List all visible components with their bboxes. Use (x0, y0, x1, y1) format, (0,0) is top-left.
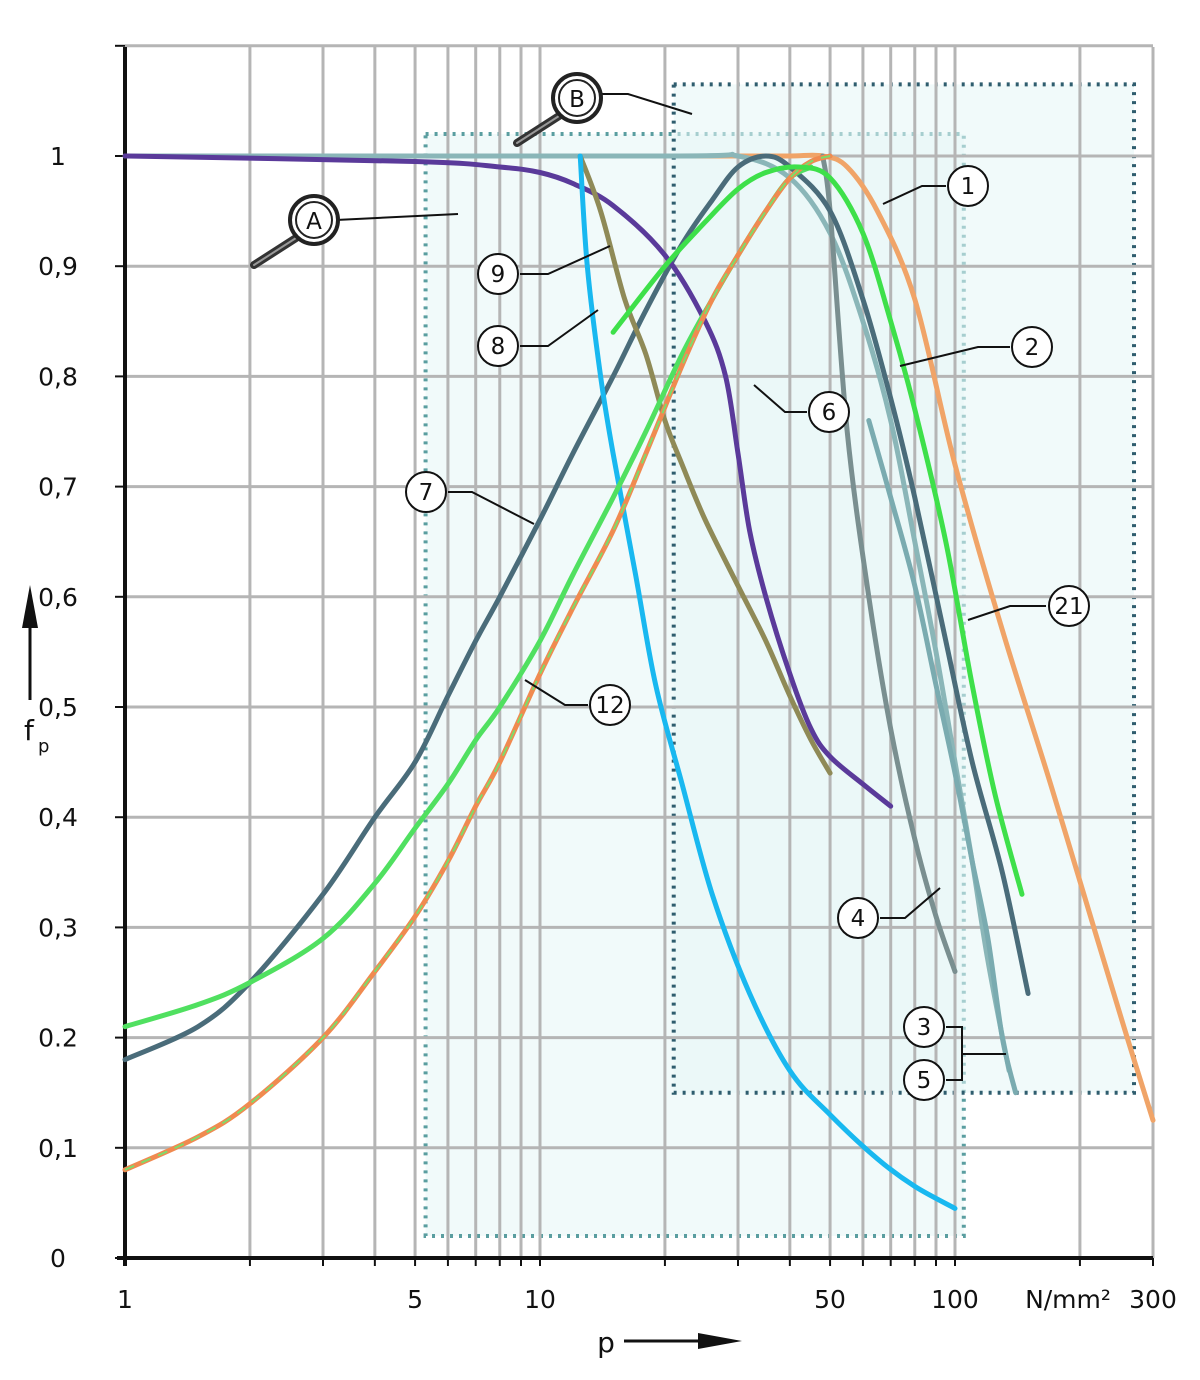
callout-circle-7 (405, 471, 447, 513)
callout-label-8: 8 (491, 334, 506, 360)
series-2 (610, 164, 1025, 897)
y-tick-label: 1 (50, 142, 66, 171)
y-tick-label: 0,7 (38, 473, 78, 502)
x-axis-arrowhead (698, 1333, 742, 1349)
x-unit-label: N/mm² (1025, 1285, 1111, 1314)
callout-label-6: 6 (822, 400, 837, 426)
region-leader-A (335, 213, 459, 221)
series-9 (577, 153, 833, 776)
callout-label-12: 12 (595, 693, 624, 719)
magnifier-inner-ring-A (295, 201, 333, 239)
y-axis-title: f (24, 714, 35, 747)
series-4 (820, 153, 958, 974)
callout-label-4: 4 (851, 906, 866, 932)
x-tick-label: 50 (814, 1285, 846, 1314)
magnifier-handle-shine-A (253, 237, 297, 266)
callout-circle-9 (477, 253, 519, 295)
region-B (671, 82, 1137, 1095)
callout-circle-1 (947, 165, 989, 207)
series-6 (122, 153, 894, 809)
y-tick-label: 0,3 (38, 913, 78, 942)
y-tick-label: 0,1 (38, 1134, 78, 1163)
callout-circle-12 (589, 684, 631, 726)
y-tick-label: 0,4 (38, 803, 78, 832)
callout-leader-8 (520, 309, 599, 347)
callout-label-1: 1 (961, 174, 976, 200)
series-5 (866, 418, 1019, 1096)
y-tick-label: 0 (50, 1244, 66, 1273)
x-tick-label: 300 (1129, 1285, 1177, 1314)
x-tick-label: 100 (931, 1285, 979, 1314)
x-tick-label: 10 (524, 1285, 556, 1314)
callout-label-21: 21 (1054, 594, 1083, 620)
shaded-regions (423, 82, 1137, 1238)
region-label-A: A (306, 209, 322, 235)
axis-labels: 0 0,1 0.2 0,3 0,4 0,5 0,6 0,7 0,8 0,9 1 1 5 10 50 100 30… (22, 142, 1177, 1359)
magnifier-inner-ring-B (558, 79, 596, 117)
y-axis-subscript: p (38, 736, 49, 757)
magnifier-icon-A (288, 194, 340, 246)
callout-leader-21 (967, 605, 1046, 621)
region-leader-B (600, 93, 693, 115)
magnifier-handle-shine-B (516, 115, 560, 144)
x-axis-title: p (597, 1326, 615, 1359)
callout-leader-7 (448, 491, 535, 525)
callout-circle-2 (1011, 326, 1053, 368)
callout-leader-2 (899, 346, 1010, 367)
callout-circle-6 (808, 391, 850, 433)
callout-circle-8 (477, 325, 519, 367)
callout-leader-6 (753, 384, 807, 413)
y-tick-label: 0,8 (38, 362, 78, 391)
callout-label-3: 3 (917, 1015, 932, 1041)
x-tick-label: 1 (117, 1285, 133, 1314)
callout-circle-21 (1048, 585, 1090, 627)
callout-leader-1 (882, 185, 946, 205)
callout-leader-9 (520, 245, 611, 275)
y-tick-label: 0,9 (38, 252, 78, 281)
callout-circle-3 (903, 1006, 945, 1048)
callout-circle-4 (837, 897, 879, 939)
x-tick-label: 5 (407, 1285, 423, 1314)
region-label-B: B (569, 87, 585, 113)
series-8 (577, 153, 958, 1211)
callout-leader-4 (880, 887, 941, 919)
callout-label-9: 9 (491, 262, 506, 288)
y-tick-label: 0,6 (38, 583, 78, 612)
y-tick-label: 0,5 (38, 693, 78, 722)
data-series (122, 151, 1156, 1211)
series-12-overlay (124, 155, 831, 1171)
callout-label-7: 7 (419, 480, 434, 506)
callout-circle-5 (903, 1059, 945, 1101)
callout-leader-12 (524, 679, 588, 706)
callout-label-5: 5 (917, 1068, 932, 1094)
callout-label-2: 2 (1025, 335, 1040, 361)
y-axis-arrowhead (22, 585, 38, 628)
y-tick-label: 0.2 (38, 1024, 78, 1053)
magnifier-icon-B (551, 72, 603, 124)
axes (115, 44, 1154, 1266)
